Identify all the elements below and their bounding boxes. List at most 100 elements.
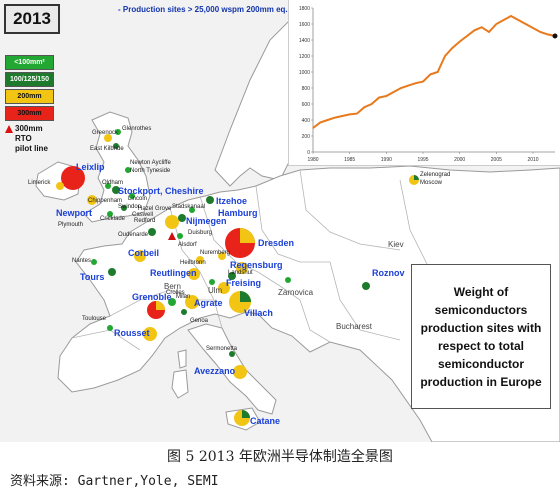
- label-swindon: Swindon: [118, 204, 142, 210]
- label-nantes: Nantes: [72, 258, 92, 264]
- label-landshut: Landshut: [228, 270, 253, 276]
- label-stockport: Stockport, Cheshire: [118, 186, 204, 196]
- label-rousset: Rousset: [114, 328, 150, 338]
- legend-label: 300mm: [17, 110, 42, 117]
- site-marker-oudenarde: [148, 228, 156, 236]
- label-tours: Tours: [80, 272, 105, 282]
- label-chippenham: Chippenham: [88, 198, 123, 204]
- label-cricklade: Cricklade: [100, 216, 126, 222]
- label-alsdorf: Alsdorf: [178, 242, 197, 248]
- data-point: [547, 33, 549, 36]
- legend-item-100-150: 100/125/150: [5, 72, 54, 87]
- site-marker-agrate: [185, 295, 199, 309]
- y-tick-label: 1600: [299, 22, 310, 28]
- border-line: [109, 289, 214, 317]
- label-duisburg: Duisburg: [188, 230, 213, 236]
- year-badge: 2013: [4, 4, 60, 34]
- label-dresden: Dresden: [258, 238, 295, 248]
- label-redford: Redford: [134, 218, 156, 224]
- label-sermonetta: Sermonetta: [206, 346, 238, 352]
- site-marker-freising: [218, 282, 230, 294]
- site-markers: [56, 129, 419, 426]
- data-point: [539, 31, 541, 33]
- production-trend-chart: 0 200 400 600 800 1000 1200 1400 1600 1800 1980 198…: [288, 0, 560, 166]
- site-marker-zarnovica: [285, 277, 291, 283]
- last-point-marker: [552, 33, 558, 39]
- data-point: [415, 82, 417, 84]
- data-point: [312, 127, 314, 129]
- x-tick-label: 2010: [527, 157, 538, 163]
- source-note: 资料来源: Gartner,Yole, SEMI: [10, 474, 219, 489]
- data-point: [525, 23, 527, 25]
- site-marker-regensburg: [236, 262, 248, 274]
- data-point: [437, 71, 439, 73]
- label-villach: Villach: [244, 308, 273, 318]
- label-heilbronn: Heilbronn: [180, 260, 206, 266]
- data-point: [341, 115, 343, 117]
- label-zelenograd: Zelenograd: [420, 172, 451, 178]
- chart-canvas: 0 200 400 600 800 1000 1200 1400 1600 1800 1980 198…: [299, 6, 558, 163]
- site-marker-sermonetta: [229, 351, 235, 357]
- site-marker-oldham: [105, 183, 111, 189]
- series-line: [312, 14, 556, 129]
- label-avezzano: Avezzano: [194, 366, 236, 376]
- italy-shape: [187, 323, 277, 415]
- data-point: [363, 106, 365, 108]
- site-marker-nuremberg: [218, 252, 226, 260]
- y-tick-label: 1400: [299, 38, 310, 44]
- border-layer: [71, 169, 431, 351]
- label-glenrothes: Glenrothes: [122, 126, 152, 132]
- data-point: [517, 19, 519, 21]
- data-point: [327, 119, 329, 121]
- legend-item-200mm: 200mm: [5, 89, 54, 104]
- label-north-tyneside: North Tyneside: [130, 168, 171, 174]
- rto-label-1: 300mm RTO: [15, 124, 43, 143]
- legend: <100mm² 100/125/150 200mm 300mm 300mm RT…: [5, 55, 54, 154]
- site-marker-greenock: [104, 134, 112, 142]
- site-marker-catane-slice: [242, 410, 250, 418]
- label-oudenarde: Oudenarde: [118, 232, 149, 238]
- data-point: [400, 87, 402, 89]
- site-marker-roznov: [362, 282, 370, 290]
- border-line: [299, 169, 401, 251]
- rto-triangle-icon: [5, 125, 13, 133]
- x-tick-label: 1985: [344, 157, 355, 163]
- legend-label: 100/125/150: [10, 76, 49, 83]
- site-marker-toulouse: [107, 325, 113, 331]
- label-roznov: Roznov: [372, 268, 405, 278]
- label-newport: Newport: [56, 208, 92, 218]
- site-marker-tyneside: [125, 167, 131, 173]
- legend-label: <100mm²: [14, 59, 45, 66]
- data-point: [319, 121, 321, 123]
- site-marker-avezzano: [233, 365, 247, 379]
- site-marker-dresden-slice: [240, 228, 255, 243]
- label-oldham: Oldham: [102, 180, 124, 186]
- site-marker-stadskanaal: [189, 207, 195, 213]
- x-tick-label: 1995: [417, 157, 428, 163]
- label-moscow: Moscow: [420, 180, 443, 186]
- border-line: [399, 179, 431, 271]
- label-itzehoe: Itzehoe: [216, 196, 248, 206]
- site-marker-rousset: [143, 327, 157, 341]
- label-hazel-grove: Hazel Grove: [138, 206, 172, 212]
- site-marker-duisburg: [177, 233, 183, 239]
- legend-label: 200mm: [17, 93, 42, 100]
- data-point: [371, 103, 373, 105]
- site-marker-newport: [87, 195, 97, 205]
- site-marker-itzehoe: [206, 196, 214, 204]
- label-toulouse: Toulouse: [82, 316, 107, 322]
- data-point: [473, 29, 475, 31]
- corsica-shape: [177, 349, 187, 369]
- rto-pilot-line-marker: [168, 232, 176, 240]
- site-marker-landshut: [228, 272, 236, 280]
- site-marker-nijmegen-2: [178, 214, 186, 222]
- site-marker-grenoble-slice: [156, 301, 165, 310]
- label-agrate: Agrate: [194, 298, 223, 308]
- sardinia-shape: [171, 369, 189, 399]
- data-point: [466, 35, 468, 37]
- label-milan: Milan: [176, 294, 191, 300]
- data-point: [503, 19, 505, 21]
- label-newton-aycliffe: Newton Aycliffe: [130, 160, 171, 166]
- data-point: [459, 41, 461, 43]
- label-kiev: Kiev: [388, 240, 404, 249]
